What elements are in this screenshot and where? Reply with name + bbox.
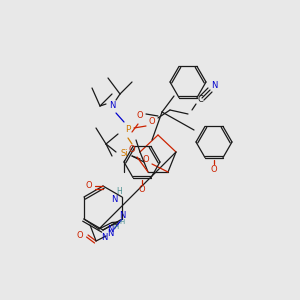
Text: N: N bbox=[109, 101, 115, 110]
Text: H: H bbox=[119, 220, 124, 226]
Text: P: P bbox=[125, 125, 131, 134]
Text: N: N bbox=[107, 226, 113, 235]
Text: N: N bbox=[119, 212, 125, 220]
Text: O: O bbox=[77, 230, 83, 239]
Text: O: O bbox=[143, 155, 149, 164]
Text: H: H bbox=[116, 188, 122, 196]
Text: N: N bbox=[101, 232, 107, 242]
Text: O: O bbox=[211, 166, 217, 175]
Text: N: N bbox=[211, 82, 217, 91]
Text: O: O bbox=[129, 146, 135, 154]
Text: H: H bbox=[113, 224, 119, 230]
Text: N: N bbox=[111, 194, 117, 203]
Text: O: O bbox=[149, 118, 155, 127]
Text: O: O bbox=[139, 185, 145, 194]
Text: O: O bbox=[86, 182, 92, 190]
Text: N: N bbox=[107, 229, 113, 238]
Text: Si: Si bbox=[120, 149, 128, 158]
Text: O: O bbox=[137, 112, 143, 121]
Text: C: C bbox=[197, 95, 203, 104]
